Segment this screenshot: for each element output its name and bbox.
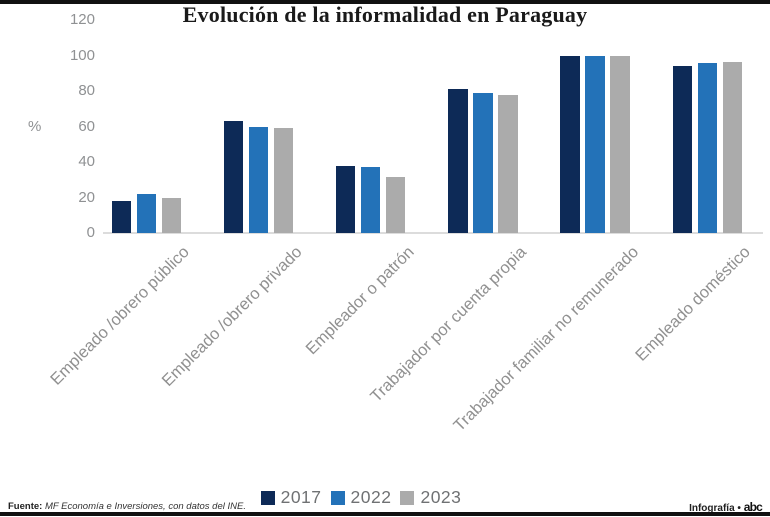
y-axis-tick: 20 [78,188,95,206]
y-axis-tick: 60 [78,117,95,135]
bar-2022-group1 [136,193,156,233]
legend-label: 2017 [280,487,322,507]
abc-logo: abc [743,500,763,514]
bar-2022-group2 [248,126,269,233]
bar-2023-group1 [161,198,181,233]
x-axis-category-label: Empleador o patrón [302,243,418,359]
bar-2023-group4 [498,94,518,233]
legend-item-2022: 2022 [330,487,392,508]
legend-label: 2023 [420,487,462,507]
bottom-border-rule [0,512,770,516]
x-axis-category-label: Trabajador familiar no remunerado [449,243,642,435]
chart-title: Evolución de la informalidad en Paraguay [182,2,588,27]
credit-note: Infografía • abc [689,500,763,514]
bar-2017-group1 [111,201,131,233]
bar-2022-group5 [585,55,605,233]
legend-swatch-icon [330,490,345,505]
legend-swatch-icon [260,490,275,505]
x-axis-baseline [103,232,763,234]
bar-2017-group2 [223,121,244,233]
y-axis-tick: 0 [86,224,95,241]
y-axis-unit-label: % [28,117,42,135]
bar-2017-group5 [560,55,580,233]
source-text: MF Economía e Inversiones, con datos del… [42,501,246,512]
top-border-rule [0,0,770,4]
bar-2017-group4 [448,89,468,233]
legend-swatch-icon [400,490,415,505]
bar-2017-group6 [672,66,692,233]
bar-2023-group5 [610,55,630,233]
y-axis-tick: 120 [69,11,95,28]
chart-legend: 2017 2022 2023 [0,487,770,508]
y-axis-tick: 40 [78,153,95,170]
bar-2022-group4 [473,92,493,233]
legend-item-2023: 2023 [400,487,461,508]
bar-2023-group2 [273,128,294,233]
x-axis-category-label: Empleado doméstico [632,243,754,365]
y-axis-tick: 100 [69,46,95,64]
bar-2023-group3 [385,177,406,233]
source-label: Fuente: [8,501,43,512]
credit-text: Infografía • [689,503,744,514]
y-axis-tick: 80 [78,82,95,99]
bar-2023-group6 [722,61,742,233]
legend-item-2017: 2017 [260,487,322,508]
legend-label: 2022 [350,487,392,507]
source-note: Fuente: MF Economía e Inversiones, con d… [8,501,246,512]
bar-2022-group3 [360,167,381,233]
bar-2022-group6 [697,62,717,233]
bar-2017-group3 [335,165,356,233]
